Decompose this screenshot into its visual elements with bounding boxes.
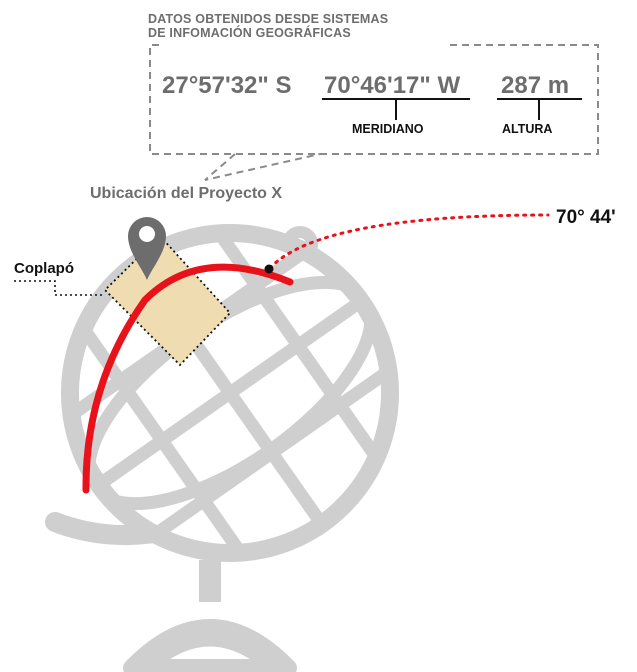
meridian-arc (82, 263, 294, 494)
project-location-label: Ubicación del Proyecto X (90, 185, 283, 202)
latitude-value: 27°57'32" S (162, 72, 292, 99)
globe-base (123, 619, 297, 672)
city-leader (14, 280, 105, 296)
map-pin-icon (128, 217, 166, 280)
info-box-title: DATOS OBTENIDOS DESDE SISTEMAS DE INFOMA… (148, 12, 448, 40)
globe-icon (45, 224, 399, 672)
meridian-leader (268, 213, 550, 270)
longitude-value: 70°46'17" W (324, 72, 461, 99)
meridian-point (264, 264, 274, 274)
meridian-label: MERIDIANO (352, 122, 424, 136)
meridian-degrees-label: 70° 44' (556, 207, 616, 228)
info-box-title-line2: DE INFOMACIÓN GEOGRÁFICAS (148, 26, 351, 40)
city-label: Coplapó (14, 260, 74, 277)
coplapo-region (103, 234, 232, 367)
info-box-title-line1: DATOS OBTENIDOS DESDE SISTEMAS (148, 12, 389, 26)
altitude-label: ALTURA (502, 122, 553, 136)
altitude-value: 287 m (501, 72, 570, 99)
callout-pointer (204, 153, 321, 181)
info-box-border (149, 44, 599, 155)
